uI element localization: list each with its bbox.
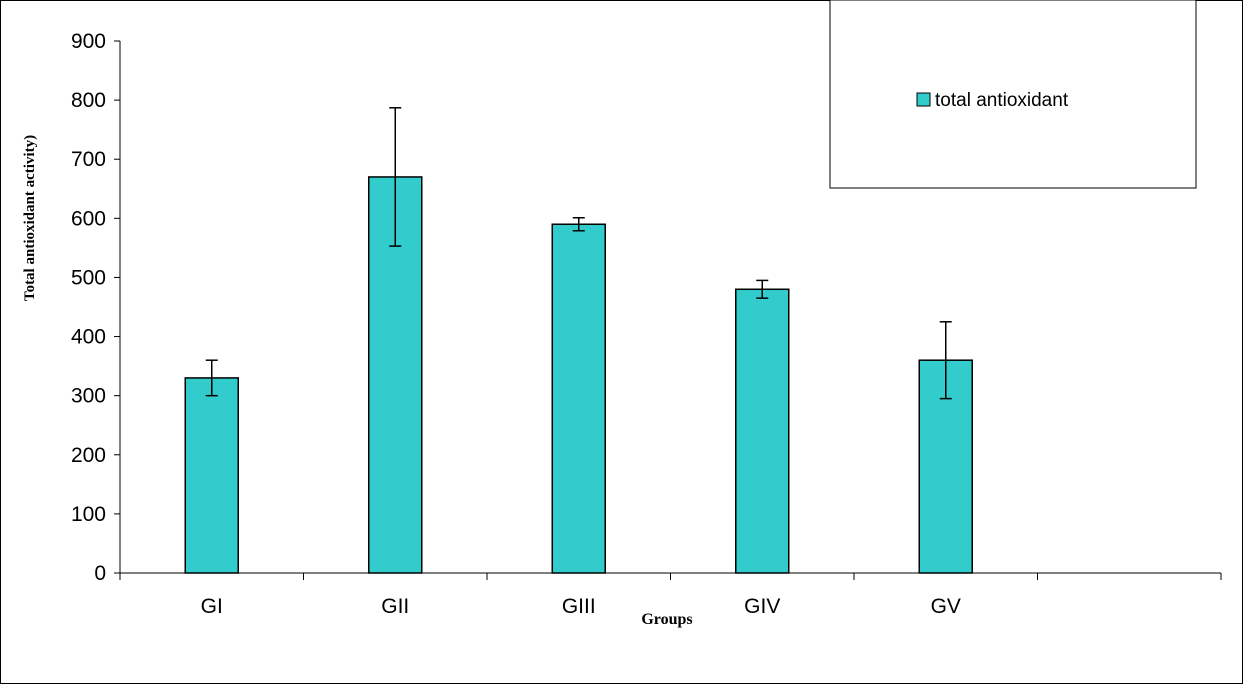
- y-tick-label: 200: [71, 444, 106, 467]
- y-tick-label: 700: [71, 148, 106, 171]
- bar-GIV: [735, 288, 790, 574]
- y-tick-label: 0: [94, 562, 106, 585]
- bars: [184, 176, 973, 574]
- y-tick-label: 400: [71, 326, 106, 349]
- x-axis: GI GII GIII GIV GV: [119, 572, 1222, 618]
- y-axis-label: Total antioxidant activity): [22, 135, 38, 301]
- x-tick-label-GIV: GIV: [744, 595, 780, 618]
- x-tick-label-GIII: GIII: [562, 595, 596, 618]
- y-tick-label: 500: [71, 266, 106, 289]
- legend-box: [829, 0, 1197, 189]
- legend-label: total antioxidant: [935, 90, 1069, 111]
- error-bars: [205, 107, 952, 400]
- x-tick-label-GI: GI: [201, 595, 223, 618]
- bar-GI: [184, 377, 239, 574]
- y-tick-label: 800: [71, 89, 106, 112]
- legend: total antioxidant: [829, 0, 1197, 189]
- x-axis-label: Groups: [641, 611, 692, 628]
- y-tick-label: 900: [71, 30, 106, 53]
- y-tick-label: 300: [71, 385, 106, 408]
- y-tick-label: 100: [71, 503, 106, 526]
- x-tick-label-GII: GII: [381, 595, 409, 618]
- x-tick-label-GV: GV: [931, 595, 961, 618]
- bar-GIII: [551, 223, 606, 574]
- legend-swatch: [916, 92, 931, 107]
- y-axis: 0 100 200 300 400 500 600 700 800 900: [71, 30, 121, 585]
- y-tick-label: 600: [71, 207, 106, 230]
